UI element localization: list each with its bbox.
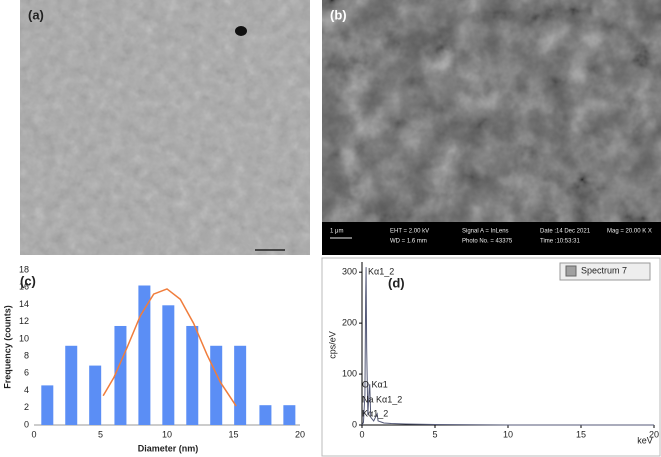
y-tick-label: 10 — [19, 333, 29, 343]
x-tick-label: 20 — [649, 429, 659, 439]
bar — [186, 325, 199, 425]
line — [102, 288, 237, 407]
x-tick-label: 10 — [162, 429, 172, 439]
bar — [210, 345, 223, 425]
panel-label: (b) — [330, 7, 347, 22]
panel-label: (a) — [28, 7, 44, 22]
sem-info: Photo No. = 43375 — [462, 239, 513, 245]
y-tick-label: 0 — [352, 419, 357, 429]
sem-image: 1 μm EHT = 2.00 kV WD = 1.6 mm Signal A … — [322, 0, 661, 255]
peak-label: Na Kα1_2 — [362, 394, 402, 404]
y-tick-label: 100 — [342, 368, 357, 378]
sem-info: WD = 1.6 mm — [390, 239, 427, 245]
y-axis-label: Frequency (counts) — [2, 305, 12, 389]
x-tick-label: 20 — [295, 429, 305, 439]
y-tick-label: 200 — [342, 318, 357, 328]
x-tick-label: 15 — [228, 429, 238, 439]
y-tick-label: 300 — [342, 267, 357, 277]
peak-label: Kα1_2 — [368, 266, 394, 276]
legend-box — [559, 262, 651, 281]
panel-label: (d) — [388, 275, 405, 290]
bar — [114, 325, 127, 425]
panel-label: (c) — [20, 273, 36, 288]
bar — [41, 385, 54, 425]
y-tick-label: 12 — [19, 316, 29, 326]
peak-label: O Kα1 — [362, 379, 388, 389]
y-tick-label: 6 — [24, 368, 29, 378]
bar — [65, 345, 78, 425]
sem-info: Date :14 Dec 2021 — [540, 229, 591, 235]
legend-label: Spectrum 7 — [581, 265, 627, 275]
x-axis-label: Diameter (nm) — [138, 443, 199, 453]
x-tick-label: 5 — [98, 429, 103, 439]
x-tick-label: 10 — [503, 429, 513, 439]
bar — [138, 285, 151, 425]
x-axis-label: keV — [637, 435, 653, 445]
x-tick-label: 0 — [31, 429, 36, 439]
sem-info: EHT = 2.00 kV — [390, 229, 429, 235]
sem-info: Time :10:53:31 — [540, 239, 580, 245]
x-tick-label: 0 — [359, 429, 364, 439]
y-tick-label: 8 — [24, 350, 29, 360]
bar — [162, 305, 175, 425]
tem-image: (a) — [20, 0, 310, 255]
sem-info: Signal A = InLens — [462, 229, 509, 235]
x-tick-label: 5 — [432, 429, 437, 439]
legend-swatch — [565, 265, 577, 277]
bar — [89, 365, 102, 425]
x-tick-label: 15 — [576, 429, 586, 439]
y-tick-label: 18 — [19, 264, 29, 274]
peak-label: Kα1_2 — [362, 408, 388, 418]
scale-label: 1 μm — [330, 229, 343, 235]
y-tick-label: 2 — [24, 402, 29, 412]
y-axis-label: cps/eV — [327, 331, 337, 359]
bar — [283, 405, 296, 425]
y-tick-label: 4 — [24, 385, 29, 395]
y-tick-label: 0 — [24, 419, 29, 429]
bar — [234, 345, 247, 425]
sem-info: Mag = 20.00 K X — [607, 229, 652, 235]
y-tick-label: 14 — [19, 299, 29, 309]
panel-frame — [321, 257, 661, 457]
y-tick-label: 16 — [19, 282, 29, 292]
bar — [259, 405, 272, 425]
line — [361, 267, 654, 426]
